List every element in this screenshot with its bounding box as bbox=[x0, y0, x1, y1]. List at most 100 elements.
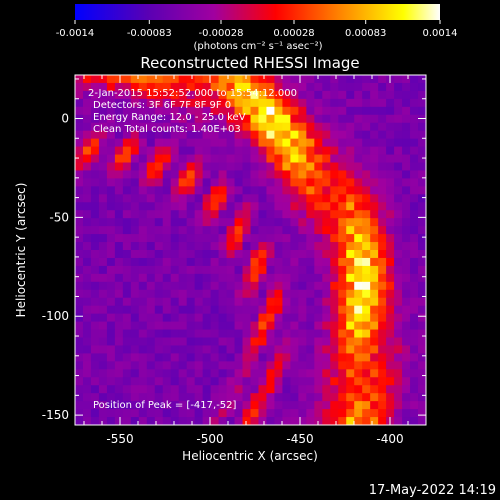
heatmap-cell bbox=[370, 170, 379, 179]
heatmap-cell bbox=[130, 226, 140, 235]
heatmap-cell bbox=[138, 186, 148, 195]
heatmap-cell bbox=[218, 281, 227, 291]
heatmap-cell bbox=[138, 162, 148, 171]
heatmap-cell bbox=[250, 297, 259, 307]
heatmap-cell bbox=[314, 234, 323, 243]
heatmap-cell bbox=[146, 178, 156, 187]
heatmap-cell bbox=[394, 361, 403, 370]
heatmap-cell bbox=[218, 178, 227, 187]
heatmap-cell bbox=[90, 122, 100, 132]
heatmap-cell bbox=[282, 369, 291, 378]
heatmap-cell bbox=[394, 321, 403, 330]
heatmap-cell bbox=[114, 385, 124, 394]
heatmap-cell bbox=[290, 393, 299, 402]
heatmap-cell bbox=[186, 138, 196, 147]
heatmap-cell bbox=[122, 106, 132, 116]
heatmap-cell bbox=[378, 329, 387, 338]
heatmap-cell bbox=[346, 361, 355, 370]
heatmap-cell bbox=[378, 281, 387, 291]
heatmap-cell bbox=[338, 265, 347, 275]
heatmap-cell bbox=[75, 257, 84, 267]
heatmap-cell bbox=[202, 162, 212, 171]
heatmap-cell bbox=[394, 122, 403, 132]
heatmap-cell bbox=[418, 281, 426, 291]
heatmap-cell bbox=[98, 297, 108, 307]
heatmap-cell bbox=[170, 361, 180, 370]
heatmap-cell bbox=[186, 417, 196, 425]
heatmap-cell bbox=[130, 122, 140, 132]
heatmap-cell bbox=[314, 361, 323, 370]
heatmap-cell bbox=[266, 122, 275, 132]
heatmap-cell bbox=[162, 257, 172, 267]
heatmap-cell bbox=[75, 369, 84, 378]
heatmap-cell bbox=[370, 154, 379, 163]
heatmap-cell bbox=[162, 337, 172, 346]
heatmap-cell bbox=[354, 234, 363, 243]
heatmap-cell bbox=[186, 114, 196, 124]
heatmap-cell bbox=[242, 234, 251, 243]
heatmap-cell bbox=[178, 369, 188, 378]
heatmap-cell bbox=[402, 130, 411, 140]
heatmap-cell bbox=[186, 321, 196, 330]
heatmap-cell bbox=[410, 417, 419, 425]
heatmap-cell bbox=[170, 130, 180, 140]
heatmap-cell bbox=[402, 186, 411, 195]
heatmap-cell bbox=[322, 353, 331, 362]
heatmap-cell bbox=[386, 194, 395, 203]
heatmap-cell bbox=[146, 218, 156, 227]
heatmap-cell bbox=[114, 186, 124, 195]
heatmap-cell bbox=[170, 210, 180, 219]
heatmap-cell bbox=[194, 337, 204, 346]
heatmap-cell bbox=[154, 385, 164, 394]
heatmap-cell bbox=[338, 82, 347, 92]
heatmap-cell bbox=[370, 417, 379, 425]
heatmap-cell bbox=[386, 138, 395, 147]
heatmap-cell bbox=[378, 162, 387, 171]
heatmap-cell bbox=[298, 226, 307, 235]
heatmap-cell bbox=[170, 170, 180, 179]
heatmap-cell bbox=[418, 210, 426, 219]
heatmap-cell bbox=[338, 409, 347, 418]
heatmap-cell bbox=[274, 265, 283, 275]
heatmap-cell bbox=[378, 273, 387, 283]
heatmap-cell bbox=[362, 369, 371, 378]
heatmap-cell bbox=[362, 337, 371, 346]
heatmap-cell bbox=[362, 242, 371, 251]
heatmap-cell bbox=[90, 337, 100, 346]
heatmap-cell bbox=[346, 170, 355, 179]
heatmap-cell bbox=[82, 170, 92, 179]
heatmap-cell bbox=[250, 114, 259, 124]
heatmap-cell bbox=[402, 178, 411, 187]
heatmap-cell bbox=[98, 281, 108, 291]
heatmap-cell bbox=[266, 114, 275, 124]
heatmap-cell bbox=[306, 154, 315, 163]
heatmap-cell bbox=[330, 218, 339, 227]
heatmap-cell bbox=[394, 401, 403, 410]
heatmap-cell bbox=[75, 194, 84, 203]
heatmap-cell bbox=[98, 242, 108, 251]
heatmap-cell bbox=[314, 154, 323, 163]
heatmap-cell bbox=[75, 90, 84, 100]
heatmap-cell bbox=[386, 218, 395, 227]
heatmap-cell bbox=[82, 162, 92, 171]
heatmap-cell bbox=[250, 178, 259, 187]
heatmap-cell bbox=[146, 321, 156, 330]
heatmap-cell bbox=[298, 82, 307, 92]
heatmap-cell bbox=[314, 170, 323, 179]
heatmap-cell bbox=[282, 114, 291, 124]
heatmap-cell bbox=[298, 329, 307, 338]
heatmap-cell bbox=[75, 337, 84, 346]
heatmap-cell bbox=[378, 313, 387, 322]
heatmap-cell bbox=[75, 98, 84, 108]
heatmap-cell bbox=[290, 297, 299, 307]
heatmap-cell bbox=[306, 353, 315, 362]
heatmap-cell bbox=[122, 305, 132, 315]
x-axis: -550 -500 -450 -400 bbox=[83, 75, 427, 446]
heatmap-cell bbox=[346, 226, 355, 235]
heatmap-cell bbox=[122, 98, 132, 108]
heatmap-cell bbox=[194, 369, 204, 378]
heatmap-cell bbox=[370, 377, 379, 386]
heatmap-cell bbox=[346, 146, 355, 155]
heatmap-cell bbox=[338, 194, 347, 203]
heatmap-cell bbox=[274, 114, 283, 124]
